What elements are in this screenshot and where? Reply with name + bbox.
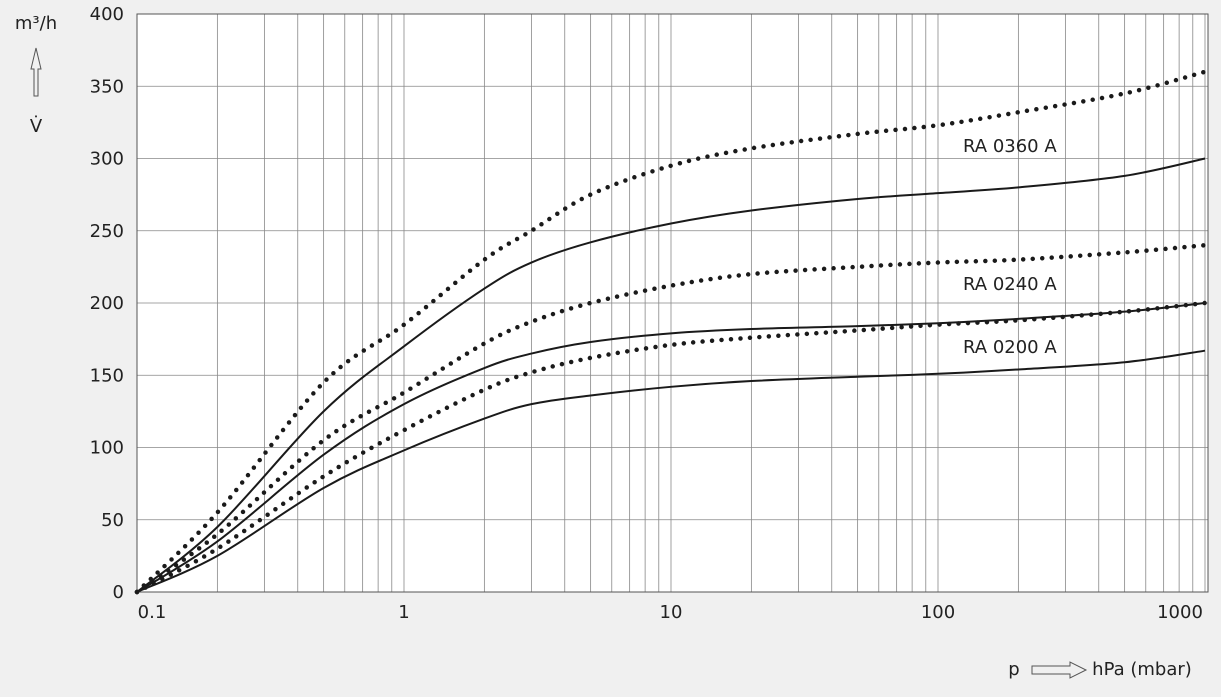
x-tick-label: 1	[398, 602, 409, 623]
y-axis-label: m³/h	[15, 13, 57, 34]
x-tick-label: 10	[660, 602, 683, 623]
curve-label: RA 0360 A	[963, 136, 1057, 157]
curve-label: RA 0240 A	[963, 274, 1057, 295]
x-tick-label: 1000	[1157, 602, 1203, 623]
x-symbol: p	[1008, 659, 1019, 680]
y-symbol: V̇	[30, 116, 43, 137]
series-line	[134, 300, 1208, 595]
y-tick-label: 0	[113, 582, 124, 603]
plot-frame	[136, 13, 1209, 593]
y-tick-label: 150	[90, 365, 124, 386]
series-line	[134, 69, 1208, 595]
series-line	[136, 349, 1206, 593]
y-tick-label: 100	[90, 438, 124, 459]
x-axis-label: hPa (mbar)	[1092, 659, 1192, 680]
x-tick-label: 0.1	[138, 602, 167, 623]
curve-label: RA 0200 A	[963, 337, 1057, 358]
y-tick-label: 200	[90, 293, 124, 314]
y-tick-label: 50	[101, 510, 124, 531]
x-tick-label: 100	[921, 602, 955, 623]
series-line	[134, 242, 1208, 595]
y-arrow	[30, 47, 42, 97]
y-tick-label: 400	[90, 4, 124, 25]
y-tick-label: 300	[90, 149, 124, 170]
x-arrow	[1031, 661, 1088, 679]
y-tick-label: 250	[90, 221, 124, 242]
series-line	[136, 157, 1206, 593]
y-tick-label: 350	[90, 76, 124, 97]
